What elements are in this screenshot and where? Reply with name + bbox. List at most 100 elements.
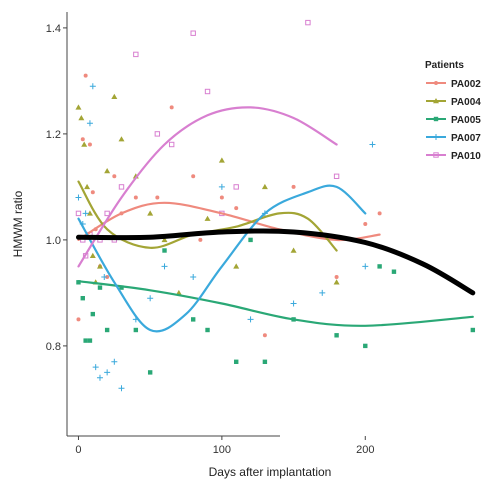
- legend-item-pa004: PA004: [426, 97, 481, 108]
- data-point: [377, 264, 382, 269]
- data-point: [82, 210, 89, 217]
- data-point: [133, 51, 139, 58]
- data-point: [168, 141, 175, 148]
- legend: Patients PA002 PA004 PA005 PA007 PA010: [425, 60, 481, 162]
- data-point: [334, 275, 339, 279]
- data-point: [83, 73, 88, 78]
- data-point: [233, 263, 240, 269]
- legend-item-pa005: PA005: [426, 115, 481, 126]
- legend-label: PA007: [451, 133, 481, 144]
- axis-ticks: 0 100 200 0.8 1.0 1.2 1.4: [46, 23, 375, 456]
- data-point: [86, 120, 93, 127]
- data-point: [75, 104, 82, 110]
- data-point: [96, 263, 103, 269]
- data-point: [261, 183, 268, 190]
- data-point: [83, 338, 88, 343]
- data-point: [81, 141, 88, 147]
- data-point: [234, 206, 239, 211]
- legend-item-pa010: PA010: [426, 151, 481, 162]
- data-point: [155, 195, 160, 200]
- data-point: [75, 210, 82, 217]
- fit-line-pa005: [77, 280, 474, 327]
- data-point: [104, 168, 111, 174]
- data-point: [80, 296, 85, 301]
- overall-fit-line: [76, 228, 476, 296]
- data-point: [76, 317, 81, 322]
- x-axis-title: Days after implantation: [209, 465, 332, 479]
- data-point: [262, 359, 268, 364]
- data-point: [90, 190, 95, 195]
- data-point: [162, 248, 167, 253]
- data-point: [147, 295, 154, 302]
- data-point: [90, 311, 96, 317]
- fit-lines: [76, 106, 476, 333]
- data-point: [75, 194, 82, 201]
- data-point: [87, 338, 93, 343]
- data-point: [133, 327, 139, 333]
- data-point: [218, 157, 225, 163]
- x-tick-label: 0: [75, 444, 81, 456]
- legend-item-pa002: PA002: [426, 79, 481, 90]
- data-point: [333, 279, 340, 285]
- fit-line-pa002: [77, 201, 381, 242]
- legend-label: PA004: [451, 97, 481, 108]
- data-point: [118, 385, 125, 392]
- legend-label: PA005: [451, 115, 481, 126]
- data-point: [133, 195, 138, 200]
- data-point: [147, 210, 154, 216]
- data-point: [161, 263, 168, 270]
- series-pa010: [75, 19, 340, 259]
- data-point: [470, 327, 476, 333]
- data-point: [290, 247, 297, 253]
- y-tick-label: 1.2: [46, 129, 61, 141]
- data-point: [262, 333, 267, 338]
- fit-line-pa007: [77, 184, 367, 333]
- data-point: [104, 327, 110, 333]
- data-point: [334, 333, 339, 338]
- legend-marker: [433, 116, 439, 122]
- data-point: [233, 184, 239, 190]
- data-point: [84, 183, 91, 190]
- data-point: [161, 236, 168, 243]
- data-point: [190, 30, 196, 36]
- fit-line-pa010: [77, 106, 338, 268]
- legend-marker: [433, 134, 439, 140]
- data-point: [147, 370, 153, 375]
- data-point: [97, 285, 103, 290]
- legend-marker: [433, 152, 439, 158]
- data-point: [89, 83, 96, 90]
- data-point: [78, 115, 85, 121]
- x-tick-label: 100: [213, 444, 231, 456]
- data-point: [190, 274, 197, 280]
- data-point: [101, 274, 108, 280]
- data-point: [111, 358, 118, 365]
- legend-marker: [433, 98, 439, 104]
- legend-title: Patients: [425, 60, 464, 71]
- data-point: [87, 142, 92, 147]
- data-point: [119, 285, 124, 290]
- y-tick-label: 1.4: [46, 23, 61, 35]
- data-point: [377, 211, 382, 216]
- data-point: [191, 174, 196, 179]
- data-point: [111, 93, 118, 99]
- data-point: [247, 316, 254, 323]
- data-point: [89, 252, 96, 258]
- plot-area: [66, 12, 280, 437]
- legend-marker: [434, 81, 438, 85]
- data-point: [118, 184, 125, 190]
- data-point: [190, 317, 196, 322]
- data-point: [234, 359, 239, 364]
- data-point: [86, 210, 93, 216]
- data-point: [363, 222, 368, 226]
- data-point: [198, 237, 203, 242]
- data-point: [104, 210, 110, 217]
- y-axis-title: HMWM ratio: [11, 190, 25, 257]
- data-point: [104, 369, 111, 376]
- x-tick-label: 200: [356, 444, 374, 456]
- data-points: [75, 19, 476, 392]
- series-pa007: [75, 83, 376, 392]
- data-point: [391, 269, 397, 274]
- data-point: [205, 327, 210, 333]
- legend-item-pa007: PA007: [426, 133, 481, 144]
- data-point: [362, 263, 369, 270]
